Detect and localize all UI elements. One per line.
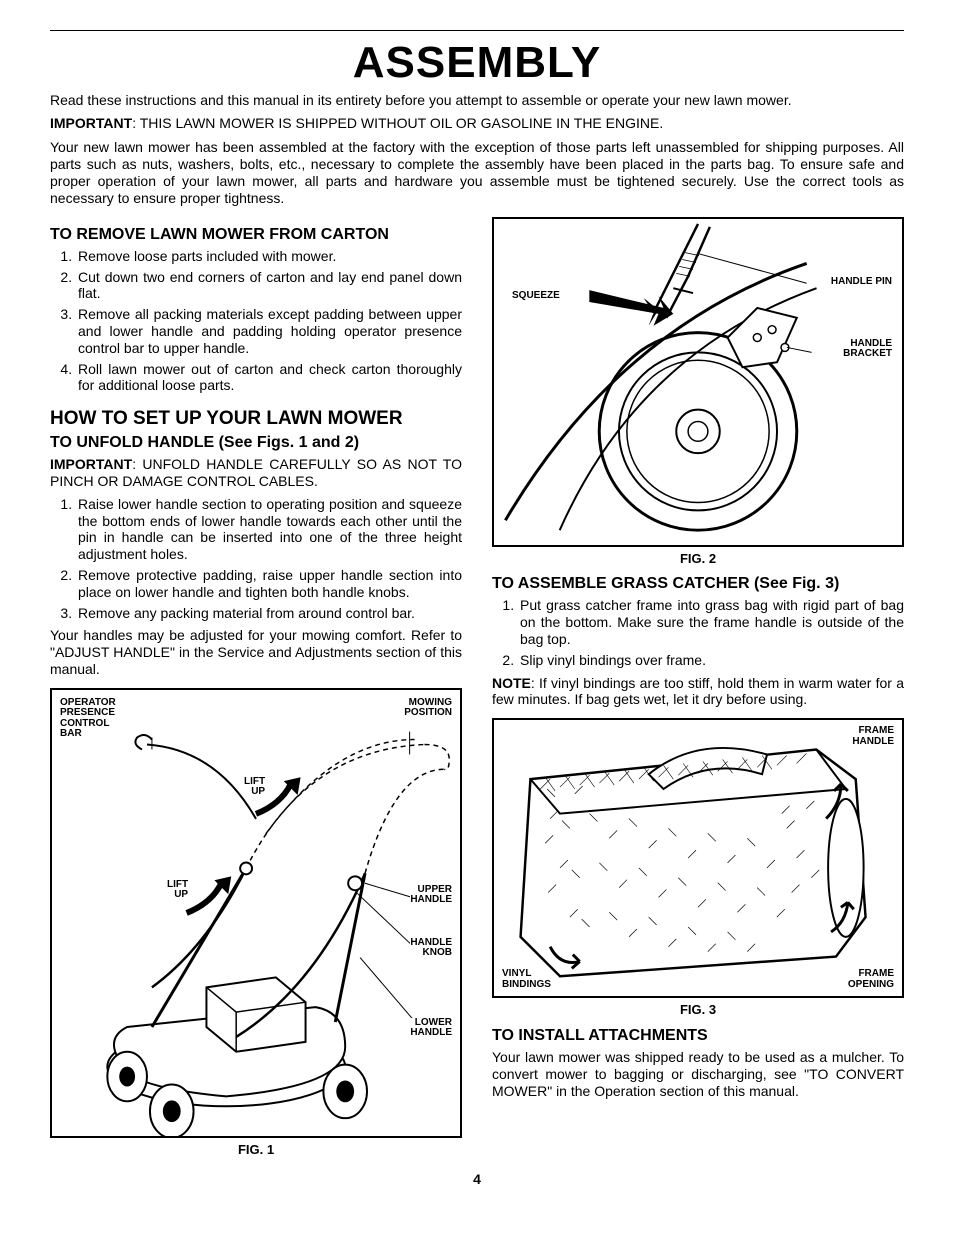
- important-notice-2: IMPORTANT: UNFOLD HANDLE CAREFULLY SO AS…: [50, 456, 462, 490]
- fig2-label-bracket: HANDLE BRACKET: [843, 339, 892, 360]
- fig1-label-lower: LOWER HANDLE: [410, 1018, 452, 1039]
- figure-1-caption: FIG. 1: [50, 1142, 462, 1158]
- list-item: Raise lower handle section to operating …: [76, 496, 462, 563]
- two-column-layout: TO REMOVE LAWN MOWER FROM CARTON Remove …: [50, 217, 904, 1166]
- heading-unfold: TO UNFOLD HANDLE (See Figs. 1 and 2): [50, 433, 462, 452]
- fig2-label-pin: HANDLE PIN: [831, 277, 892, 288]
- list-item: Cut down two end corners of carton and l…: [76, 269, 462, 303]
- figure-1-svg: [52, 690, 460, 1136]
- figure-3-caption: FIG. 3: [492, 1002, 904, 1018]
- fig1-label-liftup1: LIFT UP: [244, 777, 265, 798]
- heading-grass-catcher: TO ASSEMBLE GRASS CATCHER (See Fig. 3): [492, 574, 904, 593]
- fig1-label-upper: UPPER HANDLE: [410, 885, 452, 906]
- important-text-1: : THIS LAWN MOWER IS SHIPPED WITHOUT OIL…: [132, 115, 663, 131]
- top-rule: [50, 30, 904, 31]
- important-label-2: IMPORTANT: [50, 456, 132, 472]
- fig3-label-opening: FRAME OPENING: [848, 969, 894, 990]
- install-paragraph: Your lawn mower was shipped ready to be …: [492, 1049, 904, 1099]
- grass-steps-list: Put grass catcher frame into grass bag w…: [492, 597, 904, 668]
- list-item: Remove protective padding, raise upper h…: [76, 567, 462, 601]
- heading-setup: HOW TO SET UP YOUR LAWN MOWER: [50, 408, 462, 431]
- fig1-label-opcb: OPERATOR PRESENCE CONTROL BAR: [60, 698, 116, 740]
- list-item: Remove loose parts included with mower.: [76, 248, 462, 265]
- list-item: Remove all packing materials except padd…: [76, 306, 462, 356]
- note-text: : If vinyl bindings are too stiff, hold …: [492, 675, 904, 708]
- note-label: NOTE: [492, 675, 531, 691]
- important-notice-1: IMPORTANT: THIS LAWN MOWER IS SHIPPED WI…: [50, 115, 904, 132]
- figure-1-box: OPERATOR PRESENCE CONTROL BAR MOWING POS…: [50, 688, 462, 1138]
- unfold-steps-list: Raise lower handle section to operating …: [50, 496, 462, 622]
- important-label-1: IMPORTANT: [50, 115, 132, 131]
- heading-remove-from-carton: TO REMOVE LAWN MOWER FROM CARTON: [50, 225, 462, 244]
- fig3-label-frame-handle: FRAME HANDLE: [852, 726, 894, 747]
- adjust-handle-note: Your handles may be adjusted for your mo…: [50, 627, 462, 677]
- figure-3-box: FRAME HANDLE VINYL BINDINGS FRAME OPENIN…: [492, 718, 904, 998]
- note-vinyl: NOTE: If vinyl bindings are too stiff, h…: [492, 675, 904, 709]
- page-title: ASSEMBLY: [50, 37, 904, 90]
- figure-2-svg: [494, 219, 902, 545]
- page-number: 4: [50, 1171, 904, 1188]
- list-item: Roll lawn mower out of carton and check …: [76, 361, 462, 395]
- fig3-label-vinyl: VINYL BINDINGS: [502, 969, 551, 990]
- figure-2-box: SQUEEZE HANDLE PIN HANDLE BRACKET: [492, 217, 904, 547]
- fig1-label-liftup2: LIFT UP: [167, 880, 188, 901]
- figure-2-caption: FIG. 2: [492, 551, 904, 567]
- list-item: Put grass catcher frame into grass bag w…: [518, 597, 904, 647]
- right-column: SQUEEZE HANDLE PIN HANDLE BRACKET FIG. 2…: [492, 217, 904, 1166]
- list-item: Remove any packing material from around …: [76, 605, 462, 622]
- intro-paragraph-1: Read these instructions and this manual …: [50, 92, 904, 109]
- fig1-label-mowing: MOWING POSITION: [404, 698, 452, 719]
- intro-paragraph-2: Your new lawn mower has been assembled a…: [50, 139, 904, 206]
- left-column: TO REMOVE LAWN MOWER FROM CARTON Remove …: [50, 217, 462, 1166]
- heading-install-attachments: TO INSTALL ATTACHMENTS: [492, 1026, 904, 1045]
- fig2-label-squeeze: SQUEEZE: [512, 291, 560, 302]
- remove-steps-list: Remove loose parts included with mower. …: [50, 248, 462, 394]
- figure-3-svg: [494, 720, 902, 996]
- fig1-label-knob: HANDLE KNOB: [410, 938, 452, 959]
- list-item: Slip vinyl bindings over frame.: [518, 652, 904, 669]
